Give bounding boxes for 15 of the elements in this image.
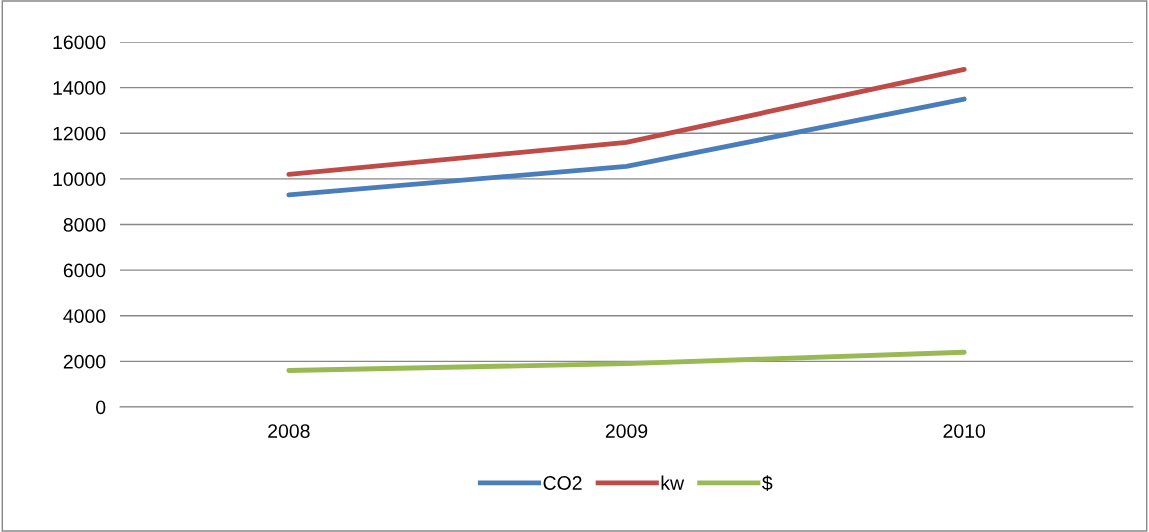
- x-tick-label: 2008: [268, 424, 310, 438]
- legend-label: CO2: [543, 476, 582, 490]
- legend-label: kw: [661, 475, 685, 490]
- y-tick-label: 8000: [63, 217, 106, 232]
- legend-label: $: [762, 475, 773, 492]
- y-tick-label: 2000: [63, 354, 106, 369]
- y-tick-label: 6000: [63, 263, 106, 278]
- y-tick-label: 4000: [63, 309, 106, 323]
- y-tick-label: 12000: [53, 126, 106, 141]
- x-tick-label: 2010: [943, 424, 986, 438]
- y-tick-label: 0: [96, 400, 106, 415]
- y-tick-label: 16000: [53, 35, 106, 50]
- x-tick-label: 2009: [605, 424, 648, 438]
- y-tick-label: 10000: [53, 172, 106, 187]
- y-tick-label: 14000: [53, 81, 106, 95]
